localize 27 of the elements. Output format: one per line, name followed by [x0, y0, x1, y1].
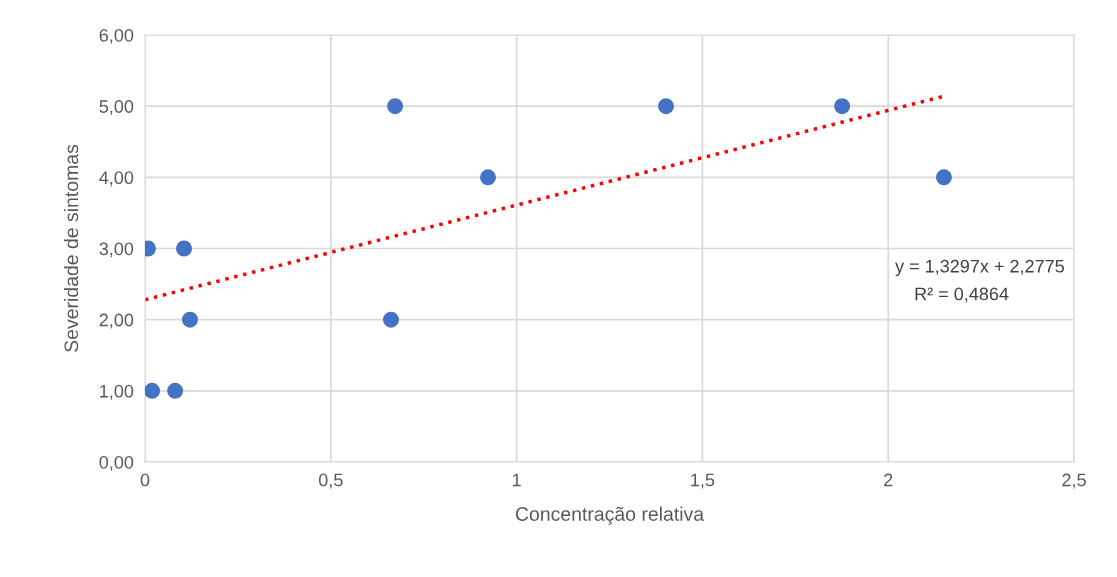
point [935, 169, 952, 186]
point [480, 169, 496, 186]
x-tick-label: 1 [512, 473, 521, 487]
point [176, 240, 192, 257]
point [387, 98, 404, 115]
y-tick-label: 5,00 [99, 100, 134, 116]
x-tick-label: 2,5 [1062, 473, 1086, 489]
point [145, 382, 161, 399]
y-tick-label: 4,00 [99, 171, 134, 187]
y-tick-label: 6,00 [99, 28, 134, 44]
y-tick-label: 3,00 [99, 242, 134, 258]
point [167, 382, 184, 399]
point [181, 311, 198, 328]
point [383, 311, 399, 328]
point [834, 98, 851, 115]
point [658, 98, 674, 115]
annotation: y = 1,3297x + 2,2775 [895, 259, 1064, 277]
y-axis-title: Severidade de sintomas [63, 144, 79, 352]
x-tick-label: 1,5 [691, 473, 715, 489]
x-tick-label: 0,5 [318, 473, 343, 489]
x-tick-label: 2 [884, 473, 893, 487]
y-tick-label: 2,00 [99, 313, 134, 329]
y-tick-label: 0,00 [99, 455, 134, 471]
annotation: R² = 0,4864 [915, 287, 1009, 303]
y-tick-label: 1,00 [100, 384, 134, 400]
x-axis-title: Concentração relativa [515, 506, 705, 525]
x-tick-label: 0 [140, 473, 150, 487]
